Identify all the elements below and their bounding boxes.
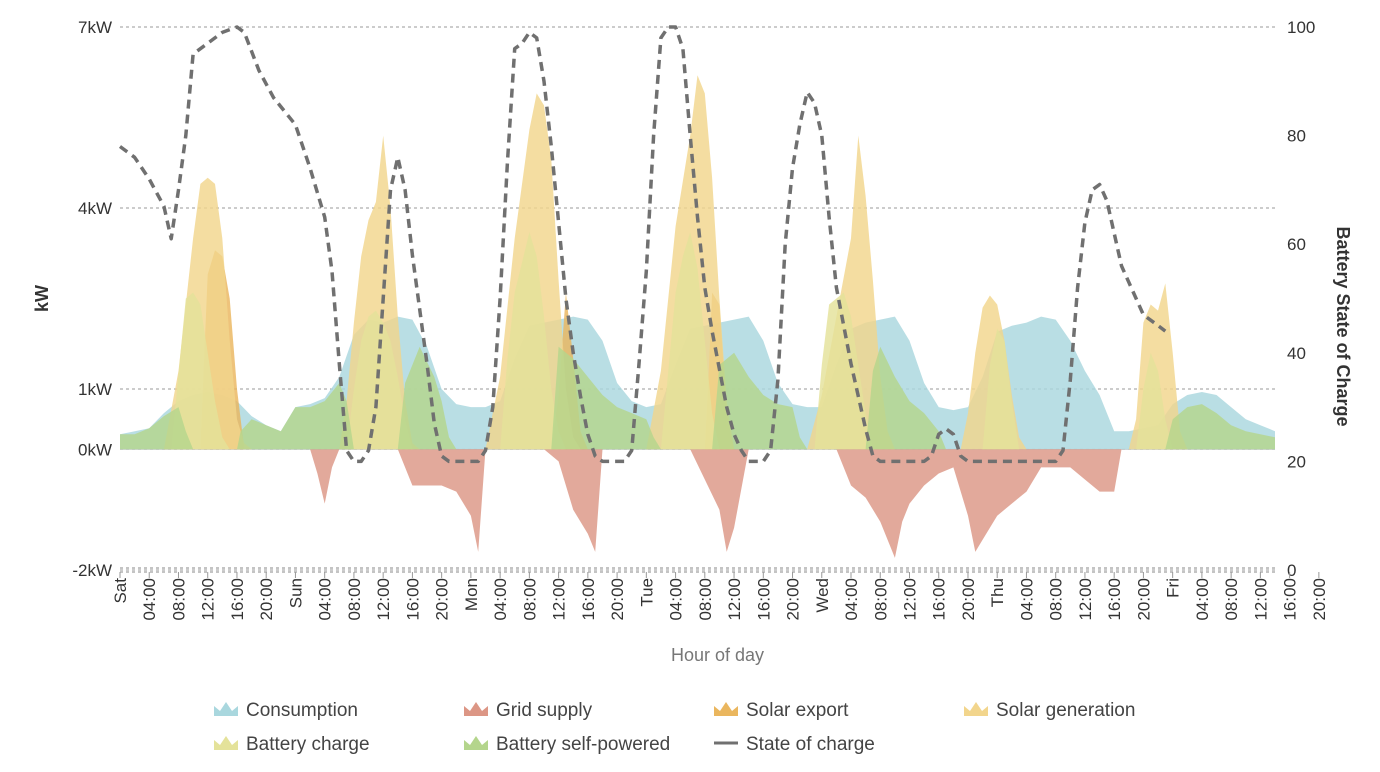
- legend-symbol: [714, 702, 738, 716]
- area-solar-generation: [120, 75, 1275, 450]
- x-tick-label: 20:00: [959, 578, 978, 621]
- y-tick-label: 0kW: [78, 440, 112, 459]
- legend-label: Battery self-powered: [496, 734, 670, 755]
- line-series: [118, 25, 1167, 464]
- x-tick-label: 12:00: [1251, 578, 1270, 621]
- x-tick-label: 12:00: [725, 578, 744, 621]
- legend-item-solar-export[interactable]: Solar export: [714, 700, 849, 721]
- x-tick-label: 08:00: [345, 578, 364, 621]
- legend-label: Battery charge: [246, 734, 370, 755]
- y-tick-label: 4kW: [78, 199, 112, 218]
- legend-symbol: [964, 702, 988, 716]
- x-tick-label: 12:00: [550, 578, 569, 621]
- x-axis-title: Hour of day: [671, 645, 764, 665]
- x-tick-label: Fri: [1164, 578, 1183, 598]
- x-tick-label: Wed: [813, 578, 832, 613]
- x-tick-label: 20:00: [784, 578, 803, 621]
- x-tick-label: 16:00: [403, 578, 422, 621]
- y-tick-label: 7kW: [78, 18, 112, 37]
- x-tick-label: 16:00: [930, 578, 949, 621]
- x-tick-label: 04:00: [1018, 578, 1037, 621]
- x-tick-label: 12:00: [199, 578, 218, 621]
- x-tick-label: Thu: [988, 578, 1007, 607]
- area-battery-self-powered: [120, 346, 1275, 450]
- x-tick-label: 12:00: [901, 578, 920, 621]
- legend-label: Grid supply: [496, 700, 593, 721]
- legend-item-consumption[interactable]: Consumption: [214, 700, 358, 721]
- x-tick-label: 04:00: [140, 578, 159, 621]
- x-tick-label: 16:00: [754, 578, 773, 621]
- x-tick-label: 08:00: [696, 578, 715, 621]
- y2-tick-label: 100: [1287, 18, 1315, 37]
- legend-symbol: [214, 736, 238, 750]
- x-tick-label: 04:00: [316, 578, 335, 621]
- legend-item-battery-self-powered[interactable]: Battery self-powered: [464, 734, 670, 755]
- x-tick-label: 20:00: [608, 578, 627, 621]
- x-tick-label: 12:00: [374, 578, 393, 621]
- legend: Consumption Grid supply Solar export Solar …: [214, 700, 1135, 755]
- x-tick-label: 20:00: [257, 578, 276, 621]
- x-tick-label: 16:00: [579, 578, 598, 621]
- y-tick-label: -2kW: [72, 561, 112, 580]
- x-tick-label: 04:00: [842, 578, 861, 621]
- legend-label: Solar generation: [996, 700, 1135, 721]
- x-tick-label: 20:00: [433, 578, 452, 621]
- y-tick-label: 1kW: [78, 380, 112, 399]
- legend-item-battery-charge[interactable]: Battery charge: [214, 734, 370, 755]
- legend-label: Consumption: [246, 700, 358, 721]
- x-tick-label: 08:00: [871, 578, 890, 621]
- x-tick-label: 20:00: [1310, 578, 1329, 621]
- x-tick-label: Tue: [637, 578, 656, 607]
- x-tick-label: 16:00: [228, 578, 247, 621]
- legend-symbol: [464, 736, 488, 750]
- x-tick-label: Mon: [462, 578, 481, 611]
- x-tick-label: Sun: [286, 578, 305, 608]
- y-axis-title: kW: [32, 285, 52, 312]
- x-tick-label: 04:00: [1193, 578, 1212, 621]
- y2-tick-label: 60: [1287, 235, 1306, 254]
- x-tick-label: 16:00: [1281, 578, 1300, 621]
- legend-label: State of charge: [746, 734, 875, 755]
- y2-tick-label: 80: [1287, 127, 1306, 146]
- x-tick-label: 08:00: [1047, 578, 1066, 621]
- area-grid-supply: [120, 449, 1275, 558]
- y2-tick-label: 40: [1287, 344, 1306, 363]
- x-tick-label: 16:00: [1105, 578, 1124, 621]
- line-state-of-charge: [118, 25, 1167, 464]
- legend-item-state-of-charge[interactable]: State of charge: [714, 734, 875, 755]
- x-tick-label: 08:00: [170, 578, 189, 621]
- x-tick-label: 20:00: [1134, 578, 1153, 621]
- legend-item-grid-supply[interactable]: Grid supply: [464, 700, 593, 721]
- legend-symbol: [214, 702, 238, 716]
- y2-tick-label: 0: [1287, 561, 1296, 580]
- x-tick-label: 08:00: [1222, 578, 1241, 621]
- x-tick-label: 04:00: [491, 578, 510, 621]
- x-tick-label: 08:00: [520, 578, 539, 621]
- x-tick-label: 12:00: [1076, 578, 1095, 621]
- legend-item-solar-generation[interactable]: Solar generation: [964, 700, 1135, 721]
- x-tick-label: 04:00: [667, 578, 686, 621]
- x-tick-label: Sat: [111, 578, 130, 604]
- area-battery-charge: [120, 232, 1275, 450]
- axes: 7kW 4kW 1kW 0kW -2kW 100 80 60 40 20 0 Sat 04:00 08:0…: [32, 18, 1353, 665]
- area-series: [120, 75, 1275, 558]
- legend-symbol: [464, 702, 488, 716]
- legend-label: Solar export: [746, 700, 849, 721]
- y2-tick-label: 20: [1287, 452, 1306, 471]
- y2-axis-title: Battery State of Charge: [1333, 226, 1353, 426]
